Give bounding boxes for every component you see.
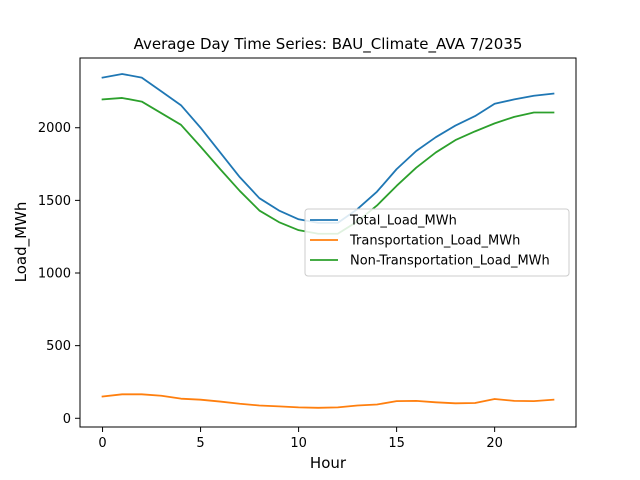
y-tick-label: 500 [46, 339, 71, 354]
legend-label-2: Non-Transportation_Load_MWh [350, 254, 550, 269]
x-axis-ticks: 0 5 10 15 20 [98, 427, 503, 451]
legend-box [304, 208, 570, 277]
legend-label-0: Total_Load_MWh [349, 214, 457, 229]
x-tick-label: 10 [290, 436, 307, 451]
y-axis-ticks: 0 500 1000 1500 2000 [38, 121, 80, 427]
legend-label-1: Transportation_Load_MWh [349, 234, 520, 249]
chart-title: Average Day Time Series: BAU_Climate_AVA… [134, 35, 523, 54]
legend: Total_Load_MWh Transportation_Load_MWh Non… [304, 208, 570, 277]
plot-frame [79, 57, 577, 428]
y-tick-label: 1500 [38, 194, 71, 209]
series-line-1 [101, 393, 555, 409]
x-tick-label: 0 [98, 436, 106, 451]
y-tick-label: 2000 [38, 121, 71, 136]
y-tick-label: 0 [63, 412, 71, 427]
x-axis-label: Hour [310, 454, 347, 472]
x-tick-label: 20 [486, 436, 503, 451]
y-tick-label: 1000 [38, 267, 71, 282]
x-tick-label: 5 [196, 436, 204, 451]
x-tick-label: 15 [388, 436, 405, 451]
y-axis-label: Load_MWh [12, 202, 31, 283]
